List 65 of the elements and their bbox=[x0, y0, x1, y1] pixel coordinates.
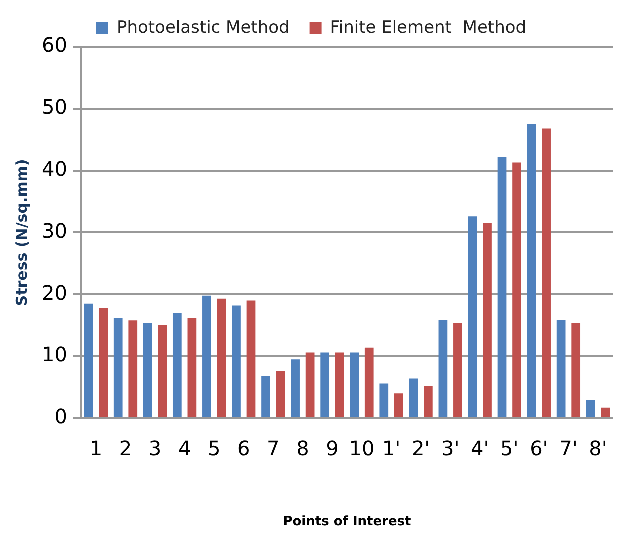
x-tick-label: 2' bbox=[412, 436, 430, 461]
y-tick-label: 50 bbox=[42, 95, 68, 120]
bar bbox=[601, 408, 610, 418]
x-tick-label: 7' bbox=[560, 436, 578, 461]
x-tick-label: 1' bbox=[382, 436, 401, 461]
x-tick-label: 2 bbox=[119, 436, 132, 461]
x-tick-label: 1 bbox=[90, 436, 103, 461]
y-tick-label: 60 bbox=[42, 33, 68, 58]
bar bbox=[84, 304, 94, 418]
bar bbox=[380, 384, 389, 418]
bar bbox=[143, 323, 152, 418]
bar bbox=[320, 352, 330, 418]
bar bbox=[217, 298, 226, 418]
bar bbox=[394, 394, 404, 418]
bar bbox=[99, 308, 108, 418]
x-tick-label: 3 bbox=[148, 436, 162, 461]
bar bbox=[350, 352, 360, 418]
y-axis-title: Stress (N/sq.mm) bbox=[12, 159, 31, 306]
bar bbox=[409, 378, 418, 418]
bar bbox=[438, 320, 448, 418]
x-tick-label: 9 bbox=[326, 436, 339, 461]
bar bbox=[232, 306, 241, 418]
bar bbox=[483, 223, 492, 418]
y-tick-label: 10 bbox=[42, 342, 68, 367]
legend-label: Photoelastic Method bbox=[116, 18, 290, 38]
x-tick-label: 4' bbox=[470, 436, 490, 461]
y-tick-label: 0 bbox=[54, 404, 68, 429]
bar bbox=[586, 400, 596, 418]
y-tick-label: 30 bbox=[42, 218, 68, 243]
bar bbox=[276, 371, 286, 418]
y-tick-label: 40 bbox=[42, 157, 68, 182]
bar bbox=[527, 124, 536, 418]
x-axis-title: Points of Interest bbox=[283, 514, 412, 530]
x-tick-label: 3' bbox=[441, 436, 460, 461]
bar bbox=[172, 313, 182, 418]
bar bbox=[306, 352, 315, 418]
bar bbox=[542, 128, 551, 418]
legend-label: Finite Element Method bbox=[330, 18, 527, 38]
bar bbox=[512, 162, 522, 418]
bar bbox=[128, 320, 138, 418]
bar bbox=[454, 323, 462, 418]
x-tick-label: 8' bbox=[589, 436, 608, 461]
x-tick-label: 5' bbox=[500, 436, 519, 461]
bar bbox=[262, 376, 270, 418]
bar bbox=[556, 320, 566, 418]
x-tick-label: 10 bbox=[349, 436, 375, 461]
bar bbox=[572, 323, 581, 418]
bar bbox=[202, 296, 212, 418]
bar bbox=[498, 157, 507, 418]
bar bbox=[364, 348, 374, 418]
bar bbox=[424, 386, 433, 418]
bar bbox=[291, 360, 300, 418]
x-tick-label: 5 bbox=[208, 436, 221, 461]
bar bbox=[188, 318, 197, 418]
x-tick-label: 8 bbox=[296, 436, 310, 461]
bar bbox=[246, 300, 256, 418]
bar bbox=[114, 318, 123, 418]
x-tick-label: 6 bbox=[238, 436, 250, 461]
bar bbox=[158, 326, 168, 418]
x-tick-label: 4 bbox=[178, 436, 192, 461]
bar bbox=[468, 216, 478, 418]
y-tick-label: 20 bbox=[42, 280, 68, 305]
x-tick-label: 6' bbox=[530, 436, 548, 461]
bar bbox=[335, 352, 344, 418]
x-tick-label: 7 bbox=[267, 436, 280, 461]
